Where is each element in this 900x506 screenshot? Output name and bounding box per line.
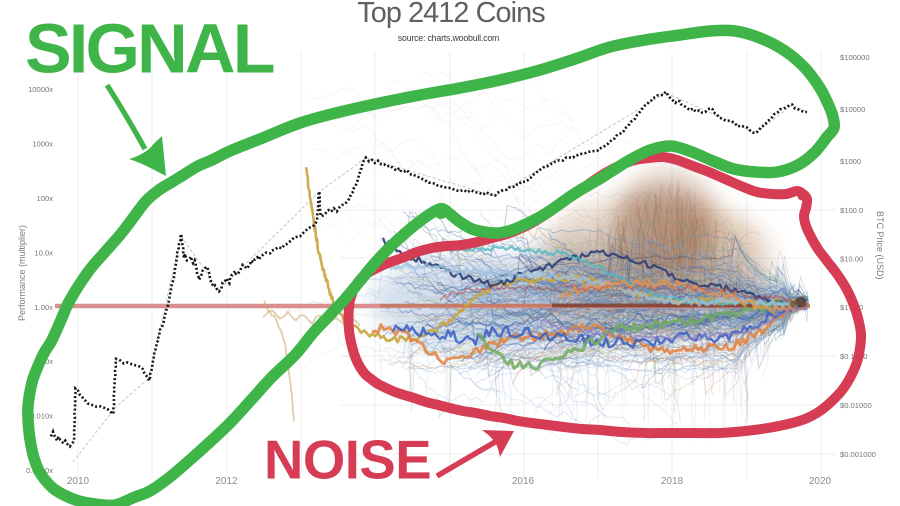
svg-text:1.00x: 1.00x [34,303,53,312]
svg-text:100x: 100x [37,194,54,203]
svg-text:0.010x: 0.010x [30,411,53,420]
svg-text:2016: 2016 [512,476,535,487]
svg-text:$10000: $10000 [840,105,865,114]
svg-text:$0.001000: $0.001000 [840,450,876,459]
svg-text:1000x: 1000x [32,139,53,148]
svg-text:$100.0: $100.0 [840,206,863,215]
svg-text:2020: 2020 [809,476,832,487]
svg-text:Top 2412 Coins: Top 2412 Coins [357,0,545,29]
svg-text:source: charts.woobull.com: source: charts.woobull.com [398,33,499,43]
svg-text:10.0x: 10.0x [34,248,53,257]
svg-text:2010: 2010 [67,476,90,487]
svg-text:Performance (multiplier): Performance (multiplier) [17,225,27,321]
svg-text:$100000: $100000 [840,53,870,62]
svg-text:10000x: 10000x [28,85,53,94]
svg-text:$10.00: $10.00 [840,254,863,263]
svg-text:2012: 2012 [215,476,238,487]
svg-text:2018: 2018 [661,476,684,487]
svg-text:NOISE: NOISE [264,430,431,491]
svg-text:$1000: $1000 [840,157,861,166]
svg-text:SIGNAL: SIGNAL [25,10,274,88]
svg-text:$0.01000: $0.01000 [840,401,872,410]
svg-text:BTC Price (USD): BTC Price (USD) [875,211,885,280]
